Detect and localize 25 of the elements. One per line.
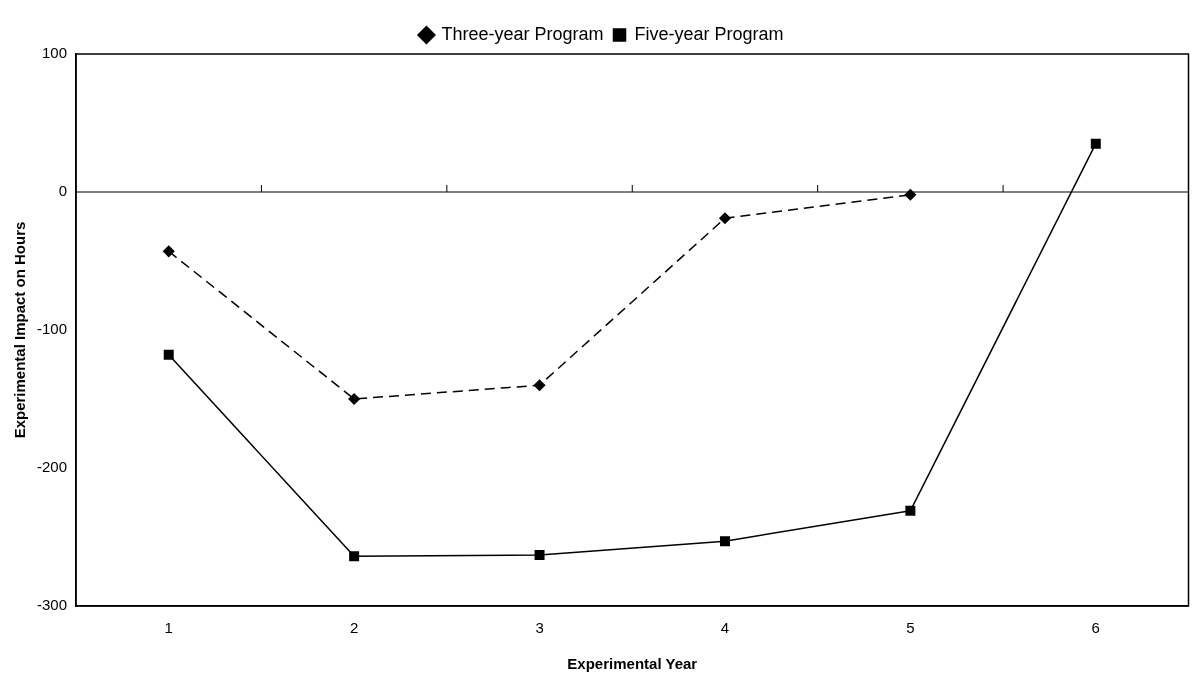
point — [719, 212, 731, 224]
legend-label: Five-year Program — [634, 23, 784, 44]
point — [162, 245, 175, 258]
point — [163, 349, 174, 360]
point — [905, 505, 916, 516]
point — [534, 549, 545, 560]
x-tick-label: 6 — [1091, 619, 1100, 637]
x-tick-label: 2 — [349, 619, 359, 637]
x-tick-label: 1 — [164, 619, 173, 637]
point — [719, 536, 730, 547]
point — [533, 379, 546, 391]
x-tick-label: 4 — [720, 619, 730, 637]
point — [349, 551, 360, 562]
y-tick-label: 0 — [58, 182, 68, 200]
y-axis-title: Experimental Impact on Hours — [11, 221, 29, 439]
y-tick-label: -200 — [36, 458, 68, 476]
y-tick-label: -300 — [36, 596, 68, 614]
legend-label: Three-year Program — [441, 23, 604, 44]
point — [1090, 138, 1101, 149]
x-tick-label: 5 — [906, 619, 915, 637]
x-tick-label: 3 — [535, 619, 544, 637]
y-tick-label: -100 — [36, 320, 68, 338]
point — [348, 393, 360, 405]
y-tick-label: 100 — [41, 44, 68, 62]
x-axis-title: Experimental Year — [567, 655, 698, 673]
